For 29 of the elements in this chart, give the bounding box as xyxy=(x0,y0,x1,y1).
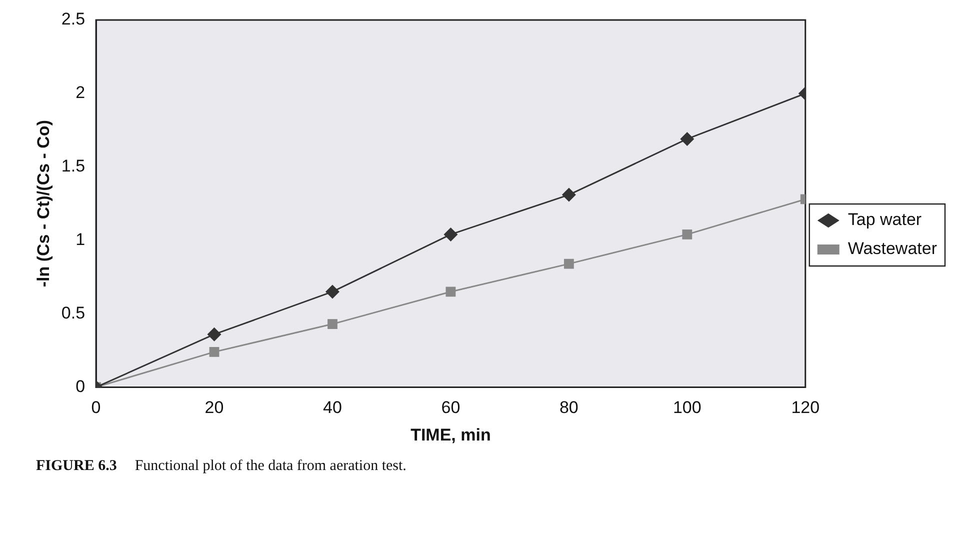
point xyxy=(207,327,222,342)
point xyxy=(562,188,576,202)
y-tick-label: 0 xyxy=(76,376,86,396)
x-tick-label: 100 xyxy=(672,398,702,418)
point xyxy=(446,286,456,297)
x-axis-title: TIME, min xyxy=(410,425,491,444)
point xyxy=(564,258,574,269)
point xyxy=(682,229,692,240)
point xyxy=(209,347,220,357)
x-tick-label: 20 xyxy=(204,398,224,418)
legend-label: Tap water xyxy=(848,210,922,230)
y-tick-label: 2.5 xyxy=(61,10,86,29)
caption: FIGURE 6.3 xyxy=(36,458,117,474)
legend-label: Wastewater xyxy=(848,239,938,258)
x-tick-label: 40 xyxy=(323,398,342,418)
y-tick-label: 1.5 xyxy=(61,156,86,176)
y-tick-label: 1 xyxy=(76,230,86,250)
point xyxy=(328,319,338,329)
point xyxy=(444,227,458,242)
point xyxy=(325,284,340,299)
y-tick-label: 0.5 xyxy=(61,303,86,322)
point xyxy=(680,132,694,146)
x-tick-label: 60 xyxy=(441,398,460,418)
y-tick-label: 2 xyxy=(76,83,86,102)
x-tick-label: 80 xyxy=(559,398,578,418)
text: Functional plot of the data from aeration test. xyxy=(134,458,406,474)
y-axis-title: -ln (Cs - Ct)/(Cs - Co) xyxy=(34,120,53,288)
x-tick-label: 120 xyxy=(791,398,820,418)
x-tick-label: 0 xyxy=(91,398,101,418)
